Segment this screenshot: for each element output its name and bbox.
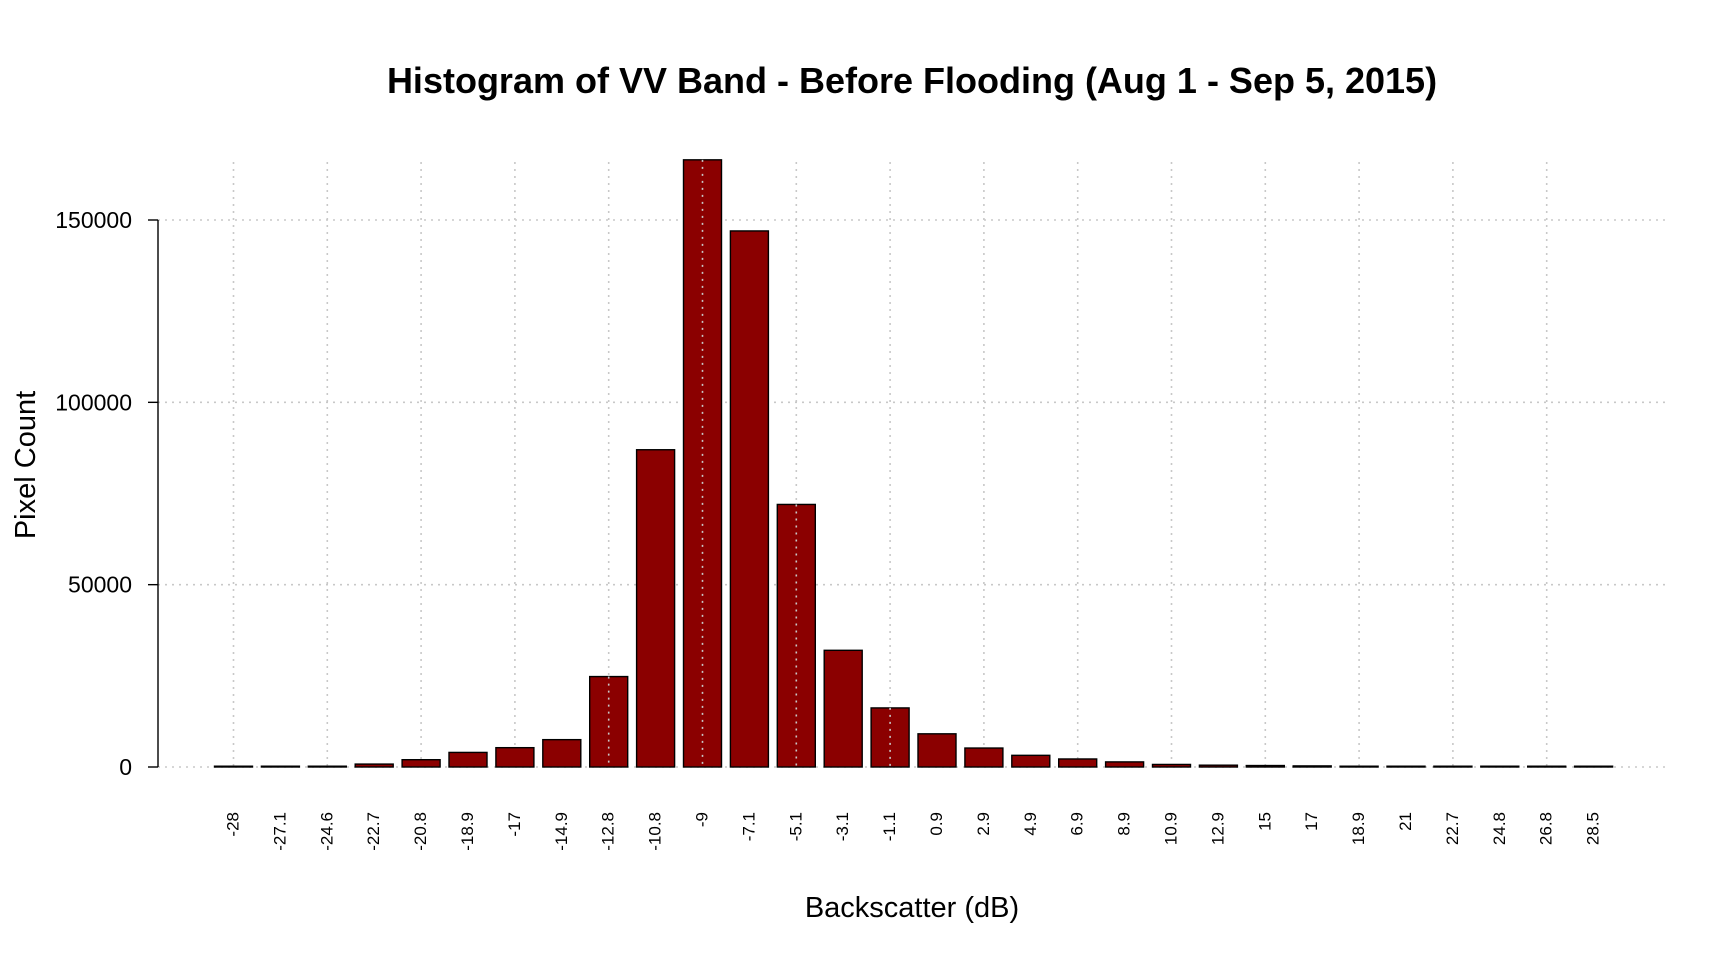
bars: [213, 159, 1614, 768]
x-tick-label: -10.8: [646, 812, 665, 851]
x-tick-label: -28: [224, 812, 243, 837]
y-axis-label: Pixel Count: [10, 391, 42, 539]
bar--5.1: [776, 503, 816, 768]
bar--28: [213, 765, 254, 768]
bar--10.8: [635, 449, 676, 768]
chart-title: Histogram of VV Band - Before Flooding (…: [387, 60, 1437, 101]
bar-24.8: [1480, 765, 1520, 768]
bar-6.9: [1057, 758, 1098, 768]
bar-22.7: [1433, 765, 1473, 768]
bar-18.9: [1339, 765, 1379, 768]
x-tick-label: -9: [693, 812, 712, 827]
x-tick-label: -20.8: [411, 812, 430, 851]
bar--24.6: [307, 765, 347, 768]
x-tick-label: 15: [1255, 812, 1274, 831]
x-tick-label: -3.1: [833, 812, 852, 841]
y-tick-label: 100000: [55, 389, 132, 415]
x-tick-label: 24.8: [1490, 812, 1509, 845]
bar-2.9: [964, 747, 1004, 768]
bar-10.9: [1151, 763, 1192, 768]
x-tick-label: 17: [1302, 812, 1321, 831]
x-tick-label: -18.9: [458, 812, 477, 851]
x-tick-label: 18.9: [1349, 812, 1368, 845]
x-tick-label: 12.9: [1208, 812, 1227, 845]
bar-15: [1245, 764, 1286, 768]
x-tick-label: -12.8: [599, 812, 618, 851]
x-tick-label: -7.1: [739, 812, 758, 841]
x-tick-label: 21: [1396, 812, 1415, 831]
bar--27.1: [260, 765, 301, 768]
x-tick-label: 0.9: [927, 812, 946, 836]
x-tick-label: 26.8: [1537, 812, 1556, 845]
bar--12.8: [589, 675, 629, 768]
x-tick-labels: -28 -27.1 -24.6 -22.7 -20.8 -18.9 -17 -14.9 -12.…: [224, 812, 1603, 851]
x-tick-label: -1.1: [880, 812, 899, 841]
x-tick-label: -22.7: [364, 812, 383, 851]
y-axis: 0 50000 100000 150000: [55, 207, 159, 780]
bar-12.9: [1198, 764, 1239, 768]
bar--14.9: [542, 738, 582, 768]
y-tick-label: 50000: [68, 572, 132, 598]
bar--18.9: [448, 751, 488, 768]
bar-4.9: [1011, 754, 1051, 768]
x-tick-label: 10.9: [1162, 812, 1181, 845]
x-tick-label: 2.9: [974, 812, 993, 836]
x-tick-label: 22.7: [1443, 812, 1462, 845]
x-tick-label: 28.5: [1584, 812, 1603, 845]
x-tick-label: -27.1: [270, 812, 289, 851]
bar--22.7: [354, 763, 394, 768]
x-tick-label: 4.9: [1021, 812, 1040, 836]
x-tick-label: 6.9: [1068, 812, 1087, 836]
bar--3.1: [823, 649, 863, 768]
bar-0.9: [917, 733, 957, 768]
bar-21: [1386, 765, 1426, 768]
x-tick-label: -24.6: [317, 812, 336, 851]
x-tick-label: -17: [505, 812, 524, 837]
bar-8.9: [1104, 761, 1145, 768]
x-tick-label: -5.1: [786, 812, 805, 841]
bar-26.8: [1526, 765, 1567, 768]
bar--20.8: [401, 759, 441, 768]
bar-28.5: [1573, 765, 1614, 768]
x-tick-label: -14.9: [552, 812, 571, 851]
bar--7.1: [729, 230, 770, 768]
bar-17: [1292, 765, 1332, 768]
x-tick-label: 8.9: [1115, 812, 1134, 836]
grid: [158, 162, 1668, 768]
y-tick-label: 150000: [55, 207, 132, 233]
bar--17: [495, 746, 535, 768]
y-tick-label: 0: [119, 754, 132, 780]
x-axis-label: Backscatter (dB): [805, 892, 1019, 924]
